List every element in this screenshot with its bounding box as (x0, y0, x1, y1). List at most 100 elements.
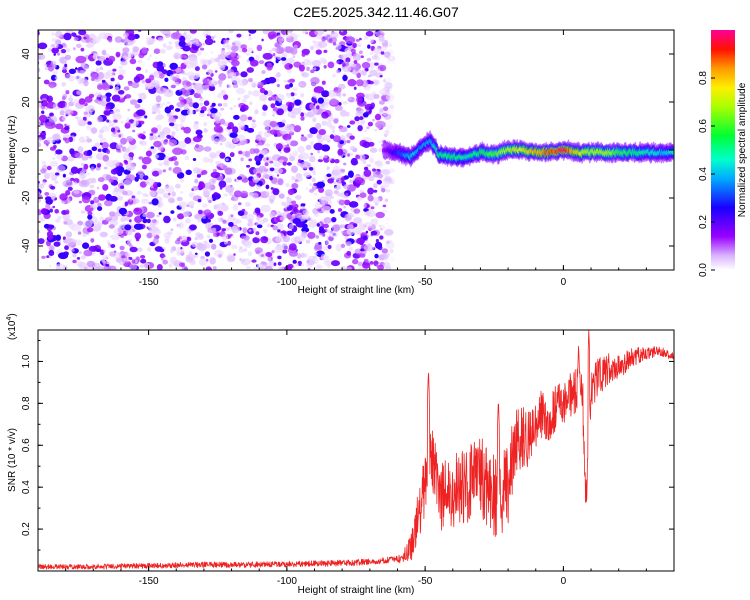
spectrogram-noise-blob (125, 174, 136, 182)
spectrogram-noise-blob (33, 73, 37, 78)
spectrogram-noise-blob (309, 188, 315, 193)
spectrogram-noise-blob (52, 48, 57, 53)
spectrogram-noise-blob (308, 167, 314, 171)
spectrogram-noise-blob (115, 51, 121, 58)
spectrogram-noise-blob (326, 260, 330, 264)
spectrogram-noise-blob (158, 212, 162, 215)
spectrogram-noise-blob (162, 102, 165, 105)
spectrogram-noise-blob (44, 66, 49, 71)
spectrogram-noise-blob (183, 104, 189, 111)
spectrogram-noise-blob (137, 98, 143, 104)
spectrogram-noise-blob (64, 245, 69, 251)
spectrogram-noise-blob (49, 224, 55, 229)
spectrogram-noise-blob (269, 198, 274, 204)
spectrogram-noise-blob (381, 46, 388, 52)
spectrogram-noise-blob (327, 263, 331, 268)
spectrogram-noise-blob (135, 66, 142, 71)
spectrogram-noise-blob (262, 104, 267, 108)
spectrogram-noise-blob (312, 40, 316, 43)
spectrogram-noise-blob (225, 158, 229, 162)
spectrogram-noise-blob (194, 178, 199, 184)
spectrogram-noise-blob (217, 210, 224, 216)
spectrogram-noise-blob (76, 257, 81, 260)
spectrogram-noise-blob (246, 127, 255, 133)
spectrogram-noise-blob (308, 221, 317, 228)
spectrogram-noise-blob (202, 43, 205, 46)
spectrogram-noise-blob (218, 136, 227, 143)
spectrogram-noise-blob (272, 53, 276, 57)
spectrogram-noise-blob (332, 42, 337, 46)
spectrogram-noise-blob (158, 169, 163, 175)
snr-x-tick-label: -150 (139, 576, 159, 587)
spectrogram-noise-blob (80, 210, 85, 214)
spectrogram-noise-blob (285, 182, 290, 188)
spectrogram-noise-blob (346, 125, 351, 128)
spectrogram-noise-blob (379, 107, 384, 113)
spectrogram-noise-blob (317, 150, 320, 154)
spectrogram-noise-blob (54, 180, 59, 184)
spectrogram-noise-blob (345, 192, 349, 197)
spectrogram-noise-blob (329, 98, 338, 106)
spectrogram-noise-blob (141, 47, 148, 54)
spectrogram-noise-blob (146, 218, 152, 224)
spectrogram-noise-blob (55, 123, 64, 130)
spectrogram-noise-blob (369, 157, 374, 164)
spectrogram-noise-blob (367, 44, 371, 49)
spectrogram-noise-blob (365, 30, 374, 37)
spectrogram-noise-blob (245, 265, 251, 270)
spectrogram-noise-blob (223, 39, 230, 44)
spectrogram-noise-blob (133, 76, 141, 83)
spectrogram-noise-blob (389, 33, 394, 38)
spectrogram-noise-blob (227, 240, 232, 246)
spectrogram-noise-blob (286, 230, 294, 236)
spectrogram-noise-blob (196, 50, 202, 56)
spectrogram-noise-blob (230, 160, 233, 164)
spectrogram-noise-blob (139, 140, 143, 145)
spectrogram-noise-blob (249, 148, 256, 155)
spectrogram-noise-blob (170, 228, 174, 232)
spectrogram-noise-blob (135, 259, 138, 263)
spectrogram-noise-blob (353, 86, 357, 91)
spectrogram-noise-blob (154, 115, 162, 121)
spectrogram-noise-blob (231, 42, 236, 45)
spectrogram-noise-blob (69, 95, 72, 98)
spectrogram-noise-blob (236, 176, 243, 180)
spectrogram-noise-blob (278, 193, 285, 199)
spectrogram-noise-blob (174, 108, 181, 112)
spectrogram-noise-blob (251, 119, 256, 123)
spectrogram-noise-blob (331, 260, 340, 267)
spectrogram-noise-blob (225, 141, 232, 148)
spectrogram-noise-blob (106, 149, 111, 154)
spectrogram-noise-blob (353, 223, 358, 228)
spectrogram-noise-blob (176, 101, 185, 108)
spectrogram-y-tick-label: -40 (21, 238, 32, 253)
spectrogram-noise-blob (335, 243, 343, 252)
spectrogram-noise-blob (110, 77, 115, 82)
spectrogram-noise-blob (360, 55, 364, 58)
spectrogram-noise-blob (214, 192, 218, 195)
spectrogram-noise-blob (382, 204, 387, 208)
spectrogram-noise-blob (356, 79, 364, 87)
spectrogram-noise-blob (204, 38, 214, 46)
spectrogram-noise-blob (333, 181, 337, 185)
spectrogram-noise-blob (235, 87, 246, 95)
spectrogram-x-ticks: -150 -100 -50 0 (65, 30, 675, 288)
spectrogram-noise-blob (205, 266, 212, 270)
spectrogram-noise-blob (105, 106, 111, 110)
spectrogram-noise-blob (129, 58, 137, 65)
spectrogram-noise-blob (187, 57, 198, 65)
spectrogram-noise-blob (69, 148, 75, 155)
spectrogram-noise-blob (210, 107, 218, 114)
spectrogram-noise-blob (245, 52, 251, 56)
spectrogram-noise-blob (356, 120, 365, 126)
spectrogram-noise-blob (344, 47, 351, 54)
spectrogram-noise-blob (68, 101, 75, 107)
spectrogram-noise-blob (179, 113, 186, 122)
spectrogram-noise-blob (256, 224, 263, 229)
spectrogram-noise-blob (149, 133, 154, 136)
spectrogram-noise-blob (265, 252, 273, 257)
spectrogram-noise-blob (83, 163, 89, 170)
colorbar-tick-label: 0.0 (698, 263, 709, 277)
spectrogram-noise-blob (213, 177, 218, 182)
spectrogram-noise-blob (153, 48, 161, 54)
